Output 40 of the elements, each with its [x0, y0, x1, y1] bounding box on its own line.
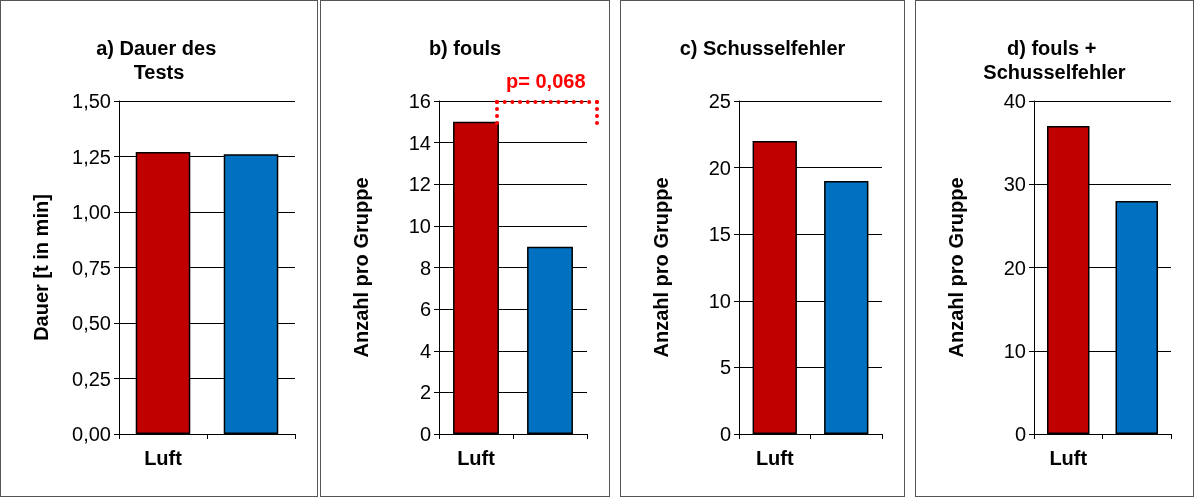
y-tick-label: 0: [1014, 423, 1026, 445]
y-tick-label: 14: [408, 131, 431, 154]
y-tick-label: 2: [419, 381, 431, 404]
x-tick-label: Luft: [1049, 447, 1088, 469]
y-tick-label: 0: [419, 423, 431, 445]
y-tick-label: 30: [1003, 173, 1026, 196]
y-tick-label: 0,25: [72, 367, 111, 390]
y-tick-label: 0,75: [72, 256, 111, 279]
y-tick-label: 1,00: [72, 201, 111, 223]
y-tick-label: 0,00: [72, 423, 111, 445]
y-tick-label: 1,50: [72, 90, 111, 112]
y-tick-label: 12: [408, 173, 431, 196]
x-tick-label: Luft: [457, 447, 496, 469]
chart-title: b) fouls: [428, 37, 502, 59]
y-tick-label: 10: [708, 289, 731, 312]
chart-title: a) Dauer des Tests: [96, 37, 222, 83]
y-tick-label: 10: [408, 214, 431, 237]
y-tick-label: 6: [419, 298, 431, 321]
y-tick-label: 0,50: [72, 312, 111, 334]
y-tick-label: 15: [708, 223, 731, 246]
chart-title: d) fouls + Schusselfehler: [983, 37, 1126, 83]
y-tick-label: 10: [1003, 339, 1026, 362]
y-tick-label: 16: [408, 90, 431, 112]
y-axis-title: Anzahl pro Gruppe: [350, 177, 372, 358]
y-tick-label: 25: [708, 90, 731, 112]
x-tick-label: Luft: [144, 447, 183, 469]
y-axis-title: Anzahl pro Gruppe: [945, 177, 967, 358]
y-axis-title: Dauer [t in min]: [30, 194, 52, 341]
text: p= 0,068: [506, 70, 586, 92]
y-tick-label: 0: [719, 423, 731, 445]
y-tick-label: 5: [719, 356, 731, 379]
y-tick-label: 1,25: [72, 145, 111, 168]
y-tick-label: 4: [419, 339, 431, 362]
y-axis-title: Anzahl pro Gruppe: [650, 177, 672, 358]
x-tick-label: Luft: [755, 447, 794, 469]
y-tick-label: 40: [1003, 90, 1026, 112]
y-tick-label: 20: [708, 156, 731, 179]
chart-title: c) Schusselfehler: [679, 37, 846, 59]
y-tick-label: 20: [1003, 256, 1026, 279]
y-tick-label: 8: [419, 256, 431, 279]
